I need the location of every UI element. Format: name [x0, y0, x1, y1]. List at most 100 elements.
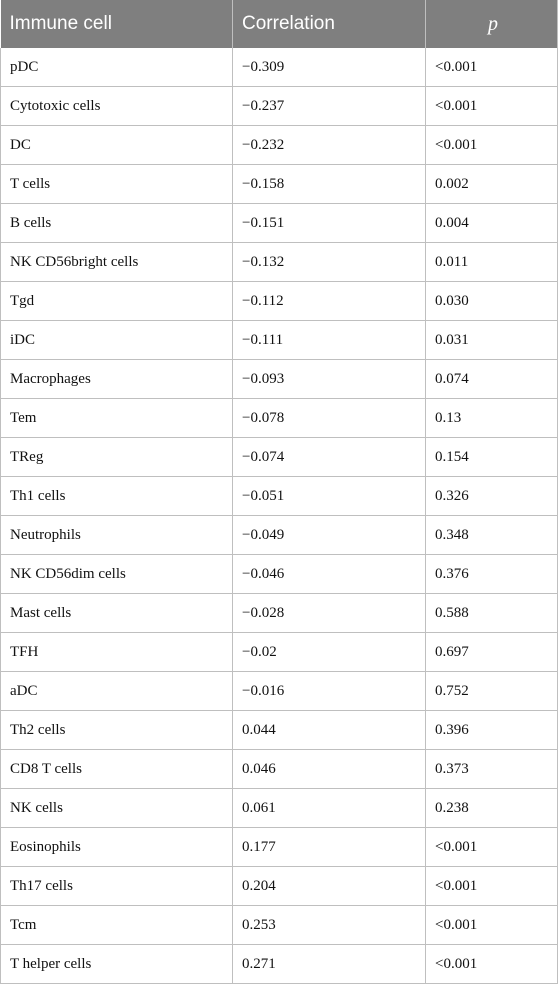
- immune-cell-cell: Th1 cells: [0, 476, 233, 516]
- p-value-cell: 0.154: [425, 437, 558, 477]
- correlation-cell: −0.151: [232, 203, 426, 243]
- table-row: NK cells 0.061 0.238: [0, 788, 558, 828]
- table-body: pDC −0.309 <0.001 Cytotoxic cells −0.237 <0.0…: [0, 48, 558, 984]
- header-immune-cell: Immune cell: [0, 0, 233, 48]
- table-row: Neutrophils −0.049 0.348: [0, 515, 558, 555]
- p-value-cell: <0.001: [425, 866, 558, 906]
- immune-cell-cell: Eosinophils: [0, 827, 233, 867]
- immune-cell-cell: Mast cells: [0, 593, 233, 633]
- immune-cell-cell: TFH: [0, 632, 233, 672]
- p-value-cell: 0.011: [425, 242, 558, 282]
- table-row: Tem −0.078 0.13: [0, 398, 558, 438]
- p-value-cell: <0.001: [425, 944, 558, 984]
- correlation-cell: 0.061: [232, 788, 426, 828]
- immune-cell-cell: T helper cells: [0, 944, 233, 984]
- correlation-cell: −0.016: [232, 671, 426, 711]
- correlation-cell: 0.177: [232, 827, 426, 867]
- table-row: Eosinophils 0.177 <0.001: [0, 827, 558, 867]
- p-value-cell: 0.326: [425, 476, 558, 516]
- correlation-cell: −0.028: [232, 593, 426, 633]
- table-row: Th1 cells −0.051 0.326: [0, 476, 558, 516]
- correlation-cell: 0.204: [232, 866, 426, 906]
- correlation-cell: −0.111: [232, 320, 426, 360]
- immune-cell-cell: Tem: [0, 398, 233, 438]
- table-row: Th17 cells 0.204 <0.001: [0, 866, 558, 906]
- immune-cell-cell: Neutrophils: [0, 515, 233, 555]
- immune-cell-cell: NK CD56bright cells: [0, 242, 233, 282]
- p-value-cell: 0.13: [425, 398, 558, 438]
- table-header: Immune cell Correlation p: [0, 0, 558, 48]
- p-value-cell: 0.588: [425, 593, 558, 633]
- table-row: Macrophages −0.093 0.074: [0, 359, 558, 399]
- immune-cell-cell: DC: [0, 125, 233, 165]
- p-value-cell: 0.752: [425, 671, 558, 711]
- table-row: B cells −0.151 0.004: [0, 203, 558, 243]
- correlation-cell: −0.051: [232, 476, 426, 516]
- correlation-cell: −0.112: [232, 281, 426, 321]
- p-value-cell: 0.697: [425, 632, 558, 672]
- immune-cell-cell: Tcm: [0, 905, 233, 945]
- p-value-cell: 0.074: [425, 359, 558, 399]
- p-value-cell: 0.031: [425, 320, 558, 360]
- immune-cell-cell: Tgd: [0, 281, 233, 321]
- p-value-cell: 0.004: [425, 203, 558, 243]
- table-row: Tcm 0.253 <0.001: [0, 905, 558, 945]
- immune-cell-cell: iDC: [0, 320, 233, 360]
- correlation-cell: −0.132: [232, 242, 426, 282]
- correlation-cell: −0.309: [232, 48, 426, 87]
- header-correlation: Correlation: [232, 0, 426, 48]
- correlation-cell: 0.046: [232, 749, 426, 789]
- correlation-cell: 0.271: [232, 944, 426, 984]
- p-value-cell: 0.030: [425, 281, 558, 321]
- header-row: Immune cell Correlation p: [0, 0, 558, 48]
- immune-cell-cell: NK CD56dim cells: [0, 554, 233, 594]
- correlation-cell: −0.232: [232, 125, 426, 165]
- p-value-cell: <0.001: [425, 48, 558, 87]
- correlation-cell: −0.074: [232, 437, 426, 477]
- table-row: iDC −0.111 0.031: [0, 320, 558, 360]
- table-row: DC −0.232 <0.001: [0, 125, 558, 165]
- table-row: aDC −0.016 0.752: [0, 671, 558, 711]
- immune-cell-cell: TReg: [0, 437, 233, 477]
- correlation-cell: −0.093: [232, 359, 426, 399]
- correlation-cell: −0.078: [232, 398, 426, 438]
- immune-cell-cell: pDC: [0, 48, 233, 87]
- table-row: CD8 T cells 0.046 0.373: [0, 749, 558, 789]
- p-value-cell: 0.348: [425, 515, 558, 555]
- correlation-cell: −0.049: [232, 515, 426, 555]
- immune-cell-cell: Macrophages: [0, 359, 233, 399]
- immune-cell-cell: B cells: [0, 203, 233, 243]
- correlation-cell: −0.237: [232, 86, 426, 126]
- immune-cell-cell: CD8 T cells: [0, 749, 233, 789]
- table-row: T cells −0.158 0.002: [0, 164, 558, 204]
- table-row: TFH −0.02 0.697: [0, 632, 558, 672]
- table-row: TReg −0.074 0.154: [0, 437, 558, 477]
- immune-cell-cell: Th2 cells: [0, 710, 233, 750]
- table-row: T helper cells 0.271 <0.001: [0, 944, 558, 984]
- correlation-cell: −0.158: [232, 164, 426, 204]
- immune-cell-cell: Th17 cells: [0, 866, 233, 906]
- table-row: NK CD56bright cells −0.132 0.011: [0, 242, 558, 282]
- immune-cell-cell: aDC: [0, 671, 233, 711]
- table-row: pDC −0.309 <0.001: [0, 48, 558, 87]
- p-value-cell: 0.376: [425, 554, 558, 594]
- correlation-cell: −0.02: [232, 632, 426, 672]
- p-value-cell: 0.238: [425, 788, 558, 828]
- immune-cell-cell: NK cells: [0, 788, 233, 828]
- header-p-value: p: [425, 0, 558, 48]
- table-row: Tgd −0.112 0.030: [0, 281, 558, 321]
- p-value-cell: <0.001: [425, 86, 558, 126]
- correlation-cell: −0.046: [232, 554, 426, 594]
- table-row: Mast cells −0.028 0.588: [0, 593, 558, 633]
- p-value-cell: <0.001: [425, 905, 558, 945]
- p-value-cell: <0.001: [425, 827, 558, 867]
- p-value-cell: <0.001: [425, 125, 558, 165]
- correlation-cell: 0.253: [232, 905, 426, 945]
- correlation-cell: 0.044: [232, 710, 426, 750]
- table-row: Th2 cells 0.044 0.396: [0, 710, 558, 750]
- table-row: Cytotoxic cells −0.237 <0.001: [0, 86, 558, 126]
- p-value-cell: 0.396: [425, 710, 558, 750]
- immune-cell-cell: T cells: [0, 164, 233, 204]
